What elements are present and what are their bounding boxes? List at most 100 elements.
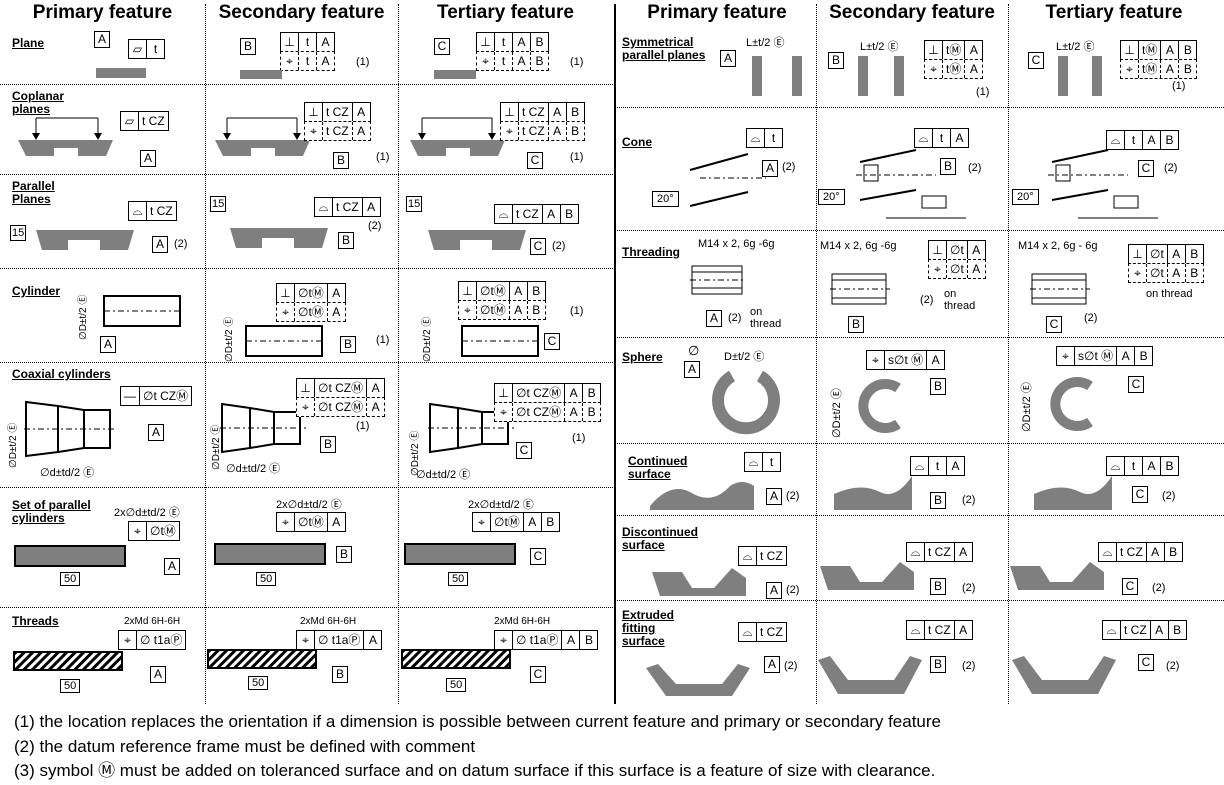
footnote-ref: (1) <box>376 151 390 163</box>
fcf-setcyl-secondary: ⌖ ∅tⓂ A <box>276 512 346 532</box>
perpendicularity-symbol: ⊥ <box>1129 245 1147 263</box>
fcf-value: ∅ t1aⓅ <box>140 633 183 647</box>
fcf-datum: A <box>565 403 584 421</box>
fcf-coaxial-secondary-2: ⌖ ∅t CZⓂ A <box>296 397 386 417</box>
fcf-setcyl-primary: ⌖ ∅tⓂ <box>128 521 180 541</box>
row-label-plane: Plane <box>12 36 45 50</box>
footnote-ref: (2) <box>962 660 976 672</box>
fcf-value: t CZ <box>150 204 173 218</box>
profile-symbol: ⌓ <box>1099 543 1117 561</box>
thread-part-tertiary <box>401 649 511 669</box>
cone-figure-tertiary <box>1048 149 1158 219</box>
part-shape <box>434 70 476 79</box>
dimension-label: ∅D±t/2 Ⓔ <box>211 424 222 470</box>
fcf-value: ∅tⓂ <box>491 513 524 531</box>
fcf-datum: B <box>1169 545 1178 559</box>
row-label-threading: Threading <box>622 245 681 259</box>
fcf-value: ∅t CZⓂ <box>315 379 368 397</box>
part-shape <box>1092 56 1102 96</box>
fcf-datum: A <box>371 400 380 414</box>
fcf-value: tⓂ <box>943 41 966 59</box>
fcf-sym-tertiary-1: ⊥ tⓂ A B <box>1120 40 1198 60</box>
datum-box: C <box>1132 486 1148 503</box>
fcf-coaxial-tertiary-1: ⊥ ∅t CZⓂ A B <box>494 383 602 403</box>
dimension-box: 15 <box>210 196 227 212</box>
position-symbol: ⌖ <box>495 631 513 649</box>
fcf-sym-secondary-2: ⌖ tⓂ A <box>924 59 984 79</box>
dimension-label: ∅D±t/2 Ⓔ <box>78 294 89 340</box>
datum-box: A <box>140 150 156 167</box>
footnote-ref: (2) <box>786 584 800 596</box>
profile-symbol: ⌓ <box>1107 457 1125 475</box>
row-label-cone: Cone <box>622 135 652 149</box>
fcf-datum: A <box>332 286 341 300</box>
fcf-coplanar-tertiary-1: ⊥ t CZ A B <box>500 102 585 122</box>
footnote-ref: (2) <box>1162 490 1176 502</box>
grid-line <box>617 515 1224 516</box>
datum-box: C <box>530 238 546 255</box>
footnote-ref: (2) <box>786 490 800 502</box>
cone-figure-secondary <box>856 149 966 219</box>
fcf-datum: A <box>367 200 376 214</box>
position-symbol: ⌖ <box>477 52 495 70</box>
perpendicularity-symbol: ⊥ <box>925 41 943 59</box>
fcf-plane-primary: ▱ t <box>128 39 165 59</box>
fcf-datum: A <box>969 62 978 76</box>
part-shape <box>404 543 516 565</box>
fcf-datum: B <box>1183 62 1192 76</box>
coplanar-part-primary <box>18 117 113 156</box>
fcf-datum: B <box>1183 43 1192 57</box>
fcf-datum: B <box>1190 247 1199 261</box>
straightness-symbol: — <box>121 387 140 405</box>
fcf-continued-tertiary: ⌓ t A B <box>1106 456 1179 476</box>
dimension-label: 2xMd 6H-6H <box>124 616 181 627</box>
extruded-figure-primary <box>646 664 750 696</box>
coaxial-part-primary <box>24 400 114 458</box>
perpendicularity-symbol: ⊥ <box>277 284 295 302</box>
fcf-cone-tertiary: ⌓ t A B <box>1106 130 1179 150</box>
datum-box: C <box>1138 160 1154 177</box>
row-label-coaxial: Coaxial cylinders <box>12 367 111 381</box>
fcf-value: t CZ <box>760 625 783 639</box>
datum-box: C <box>530 666 546 683</box>
parallel-part-secondary <box>230 228 328 248</box>
datum-box: B <box>340 336 356 353</box>
fcf-value: t CZ <box>333 198 363 216</box>
surface-figure-secondary <box>820 562 914 590</box>
grid-divider <box>614 4 616 704</box>
surface-figure-primary <box>650 482 754 510</box>
dimension-label: 2xMd 6H-6H <box>300 616 357 627</box>
grid-line <box>205 4 206 704</box>
perpendicularity-symbol: ⊥ <box>459 282 477 300</box>
perpendicularity-symbol: ⊥ <box>477 33 495 51</box>
datum-box: A <box>150 666 166 683</box>
position-symbol: ⌖ <box>459 301 477 319</box>
dimension-label: 2xMd 6H-6H <box>494 616 551 627</box>
footnote-ref: (2) <box>174 238 188 250</box>
coaxial-part-tertiary <box>428 402 514 454</box>
footnote-ref: (2) <box>962 582 976 594</box>
datum-box: A <box>720 50 736 67</box>
fcf-datum: B <box>1165 133 1174 147</box>
grid-line <box>617 107 1224 108</box>
fcf-datum: A <box>357 124 366 138</box>
fcf-parallel-tertiary: ⌓ t CZ A B <box>494 204 579 224</box>
coaxial-part-secondary <box>220 402 306 454</box>
fcf-value: ∅tⓂ <box>295 513 328 531</box>
profile-symbol: ⌓ <box>315 198 333 216</box>
threading-figure-primary <box>690 265 746 295</box>
datum-box: B <box>930 578 946 595</box>
fcf-value: ∅ t1aⓅ <box>513 631 563 649</box>
fcf-datum: A <box>562 631 581 649</box>
thread-part-secondary <box>207 649 317 669</box>
fcf-datum: B <box>546 515 555 529</box>
datum-box: B <box>332 666 348 683</box>
fcf-value: ∅tⓂ <box>477 282 510 300</box>
fcf-plane-tertiary-2: ⌖ t A B <box>476 51 549 71</box>
perpendicularity-symbol: ⊥ <box>495 384 513 402</box>
fcf-coplanar-primary: ▱ t CZ <box>120 111 169 131</box>
fcf-datum: A <box>955 131 964 145</box>
fcf-parallel-primary: ⌓ t CZ <box>128 201 177 221</box>
sphere-figure-tertiary <box>1050 377 1093 431</box>
fcf-value: t CZ <box>323 122 353 140</box>
